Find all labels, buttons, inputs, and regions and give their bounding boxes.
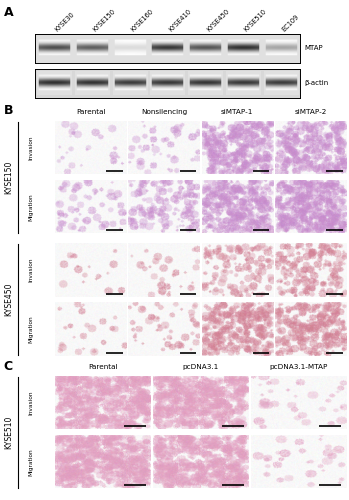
Text: Parental: Parental xyxy=(88,364,118,370)
Text: KYSE410: KYSE410 xyxy=(168,8,192,32)
Text: EC109: EC109 xyxy=(281,13,300,32)
Text: pcDNA3.1-MTAP: pcDNA3.1-MTAP xyxy=(269,364,328,370)
Text: Invasion: Invasion xyxy=(29,136,34,160)
Text: Invasion: Invasion xyxy=(29,258,34,282)
Text: Migration: Migration xyxy=(29,316,34,343)
Text: Migration: Migration xyxy=(29,193,34,220)
Text: KYSE510: KYSE510 xyxy=(243,8,268,32)
Text: KYSE450: KYSE450 xyxy=(206,8,230,32)
Text: pcDNA3.1: pcDNA3.1 xyxy=(183,364,219,370)
Text: Nonsilencing: Nonsilencing xyxy=(141,108,187,114)
Text: KYSE150: KYSE150 xyxy=(92,8,117,32)
Text: KYSE450: KYSE450 xyxy=(4,283,13,316)
Text: KYSE150: KYSE150 xyxy=(4,160,13,194)
Text: siMTAP-1: siMTAP-1 xyxy=(221,108,253,114)
Text: siMTAP-2: siMTAP-2 xyxy=(295,108,327,114)
Text: C: C xyxy=(3,360,13,374)
Text: MTAP: MTAP xyxy=(305,46,323,52)
Text: β-actin: β-actin xyxy=(305,80,329,86)
Text: KYSE510: KYSE510 xyxy=(4,416,13,449)
Text: A: A xyxy=(3,6,13,19)
Text: KYSE160: KYSE160 xyxy=(129,8,154,32)
Text: B: B xyxy=(3,104,13,117)
Text: Invasion: Invasion xyxy=(29,390,34,415)
Text: KYSE30: KYSE30 xyxy=(54,11,76,32)
Text: Parental: Parental xyxy=(76,108,105,114)
Text: Migration: Migration xyxy=(29,448,34,475)
